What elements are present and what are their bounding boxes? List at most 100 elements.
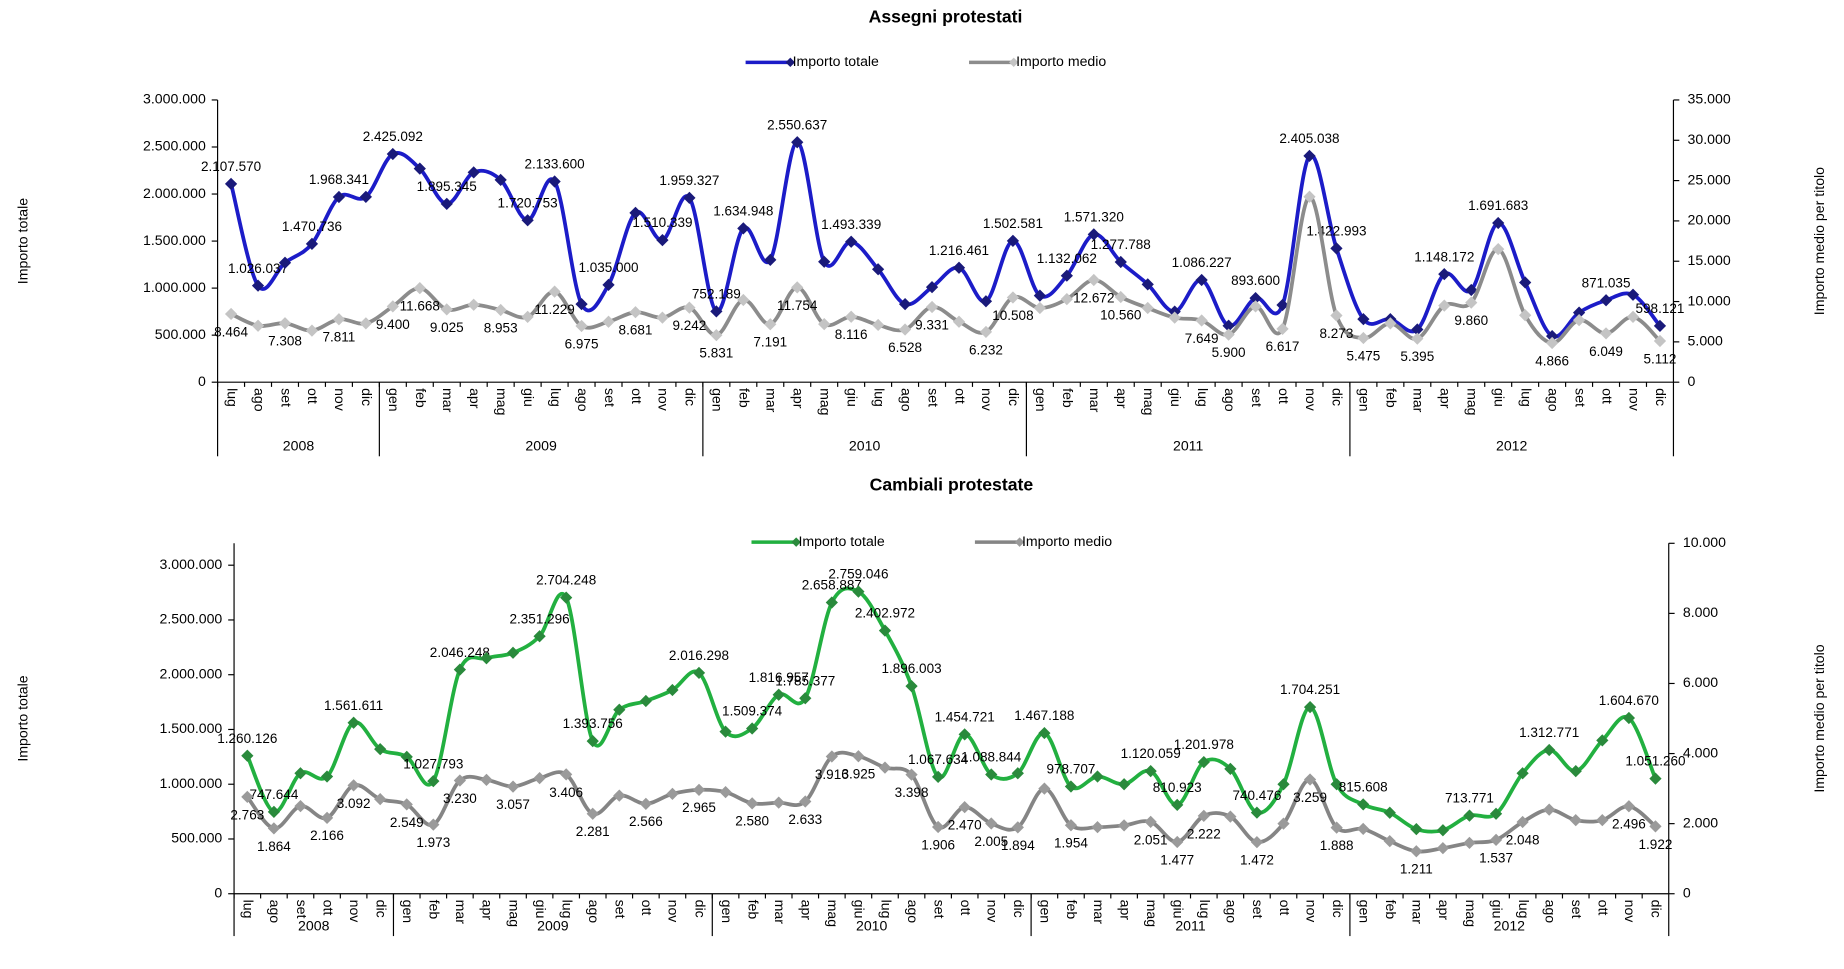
x-tick-label: lug [878,900,894,919]
data-point [1492,243,1505,256]
year-label: 2012 [1496,438,1528,454]
year-label: 2008 [283,438,315,454]
data-label: 1.216.461 [929,243,989,258]
data-point [1357,822,1370,836]
data-label: 2.566 [629,814,663,829]
data-label: 2.048 [1506,832,1540,847]
data-point [791,136,804,149]
data-point [374,792,387,806]
data-point [1545,336,1559,350]
y2-tick-label: 35.000 [1688,91,1731,107]
data-point [440,303,453,316]
data-label: 1.537 [1479,850,1513,865]
chart-title: Cambiali protestate [870,474,1034,494]
data-label: 893.600 [1231,273,1280,288]
data-point [1569,764,1582,778]
data-point [979,325,993,339]
x-tick-label: feb [413,388,429,408]
data-label: 2.051 [1134,832,1168,847]
data-label: 3.406 [549,785,583,800]
data-point [494,303,507,317]
x-tick-label: ago [1542,900,1558,924]
year-label: 2011 [1173,438,1203,454]
data-point [845,235,858,248]
data-label: 1.968.341 [309,172,369,187]
data-label: 8.273 [1320,326,1354,341]
x-tick-label: gen [1356,900,1372,924]
data-label: 747.644 [249,787,298,802]
data-label: 2.133.600 [525,157,585,172]
data-point [1489,833,1503,846]
data-point [639,797,652,810]
data-point [548,285,561,298]
x-tick-label: gen [1038,900,1054,924]
data-point [575,297,588,311]
data-label: 2.470 [948,818,982,833]
data-point [1653,319,1667,333]
data-label: 1.067.634 [908,752,969,767]
x-tick-label: feb [427,900,443,920]
year-label: 2008 [298,917,330,933]
data-label: 1.896.003 [881,661,941,676]
x-tick-label: ago [575,388,591,412]
data-label: 713.771 [1445,791,1494,806]
data-label: 2.965 [682,800,716,815]
data-point [952,261,966,274]
x-tick-label: giu [852,900,868,919]
series: 2.107.570 1.026.037 1.470.736 1.968.341 2.42… [201,117,1684,343]
data-point [294,767,307,780]
data-point [1091,821,1104,834]
y2-tick-label: 25.000 [1688,171,1731,187]
data-point [521,310,534,323]
data-point [1011,821,1024,834]
data-point [1033,301,1047,315]
data-point [1197,755,1210,769]
data-point [692,783,706,796]
data-point [1038,726,1051,740]
data-label: 1.088.844 [961,750,1022,765]
y2-tick-label: 10.000 [1683,534,1726,550]
y2-tick-label: 2.000 [1683,814,1718,830]
x-tick-label: dic [1330,900,1346,918]
data-point [320,811,334,824]
x-tick-label: mar [453,900,469,925]
legend-label: Importo medio [1022,533,1112,549]
data-point [1033,289,1047,302]
x-tick-label: nov [1303,900,1319,923]
data-point [1569,814,1582,827]
x-tick-label: dic [1011,900,1027,918]
x-tick-label: mar [1410,900,1426,925]
data-label: 10.560 [1100,307,1141,322]
x-tick-label: nov [1303,388,1319,411]
x-tick-label: giu [521,388,537,407]
x-tick-label: mag [506,900,522,927]
x-tick-label: ott [1277,900,1293,916]
x-tick-label: ott [1596,900,1612,916]
data-point [1011,767,1024,780]
data-point [1572,313,1586,327]
data-point [332,313,346,326]
y-tick-label: 2.500.000 [160,611,223,627]
x-tick-label: apr [799,900,815,921]
data-label: 1.888 [1320,838,1354,853]
y-axis-title: Importo totale [14,198,30,284]
x-tick-label: feb [1064,900,1080,920]
y2-tick-label: 15.000 [1688,252,1731,268]
data-point [1171,798,1184,812]
data-label: 6.232 [969,342,1003,357]
data-point [1599,294,1613,307]
y2-axis-title: Importo medio per titolo [1811,167,1827,315]
y-tick-label: 0 [214,884,222,900]
data-point [1410,845,1423,858]
data-point [400,798,413,811]
data-point [683,301,696,314]
x-tick-label: gen [719,900,735,924]
data-point [1653,334,1667,348]
data-point [224,177,238,191]
data-point [347,716,360,729]
year-label: 2009 [537,917,569,933]
data-point [1330,778,1343,791]
x-tick-label: ott [952,388,968,404]
data-label: 8.116 [835,327,868,342]
